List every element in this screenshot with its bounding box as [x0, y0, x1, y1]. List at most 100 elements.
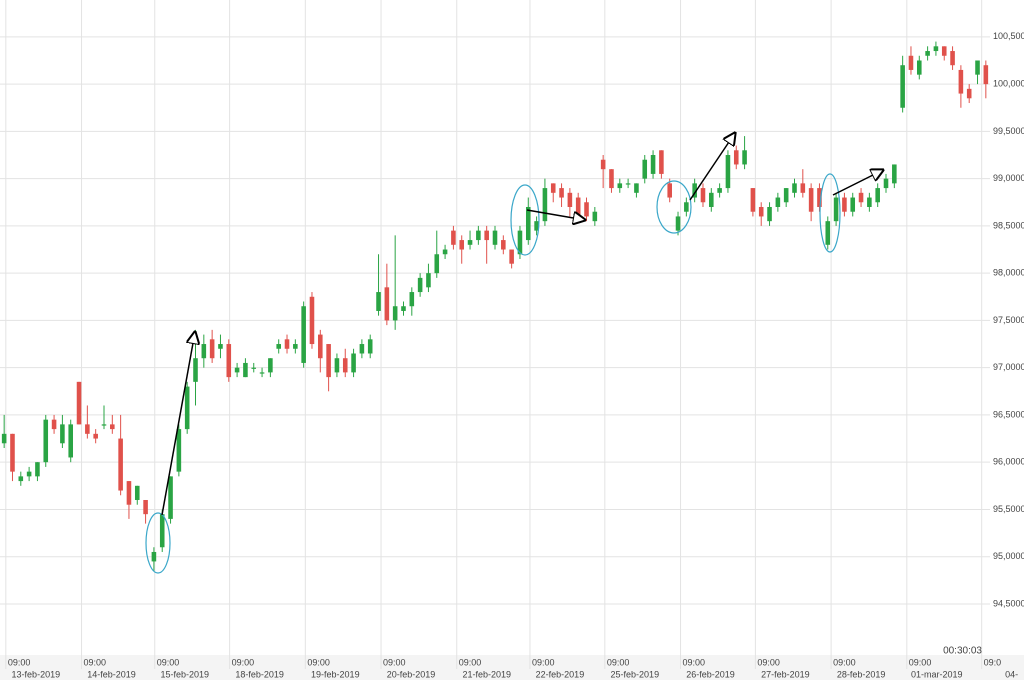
candle-body [675, 216, 681, 231]
candle-body [218, 344, 223, 349]
date-label: 22-feb-2019 [536, 669, 585, 679]
y-tick-label: 95,0000 [993, 551, 1024, 561]
date-label: 26-feb-2019 [686, 669, 735, 679]
candle-body [451, 230, 456, 245]
candle-body [634, 183, 639, 193]
y-tick-label: 97,5000 [993, 315, 1024, 325]
candle-body [476, 230, 481, 241]
candle-body [301, 306, 306, 363]
y-tick-label: 97,0000 [993, 362, 1024, 372]
candle-body [825, 221, 831, 245]
candle-body [426, 273, 431, 288]
x-tick-label: 09:00 [8, 657, 31, 667]
candle-body [159, 514, 165, 548]
highlight-ellipse [510, 184, 540, 256]
candle-body [808, 188, 814, 212]
y-tick-label: 99,5000 [993, 126, 1024, 136]
candle-body [243, 362, 248, 378]
candle-body [575, 197, 581, 217]
candle-body [101, 424, 107, 426]
candle-body [517, 230, 523, 255]
grid [0, 0, 990, 669]
candle-body [767, 206, 772, 222]
candle-body [542, 188, 548, 222]
candle-body [85, 424, 90, 434]
candle-body [709, 192, 714, 207]
candle-body [392, 306, 398, 321]
candles [1, 41, 989, 571]
timer: 00:30:03 [943, 646, 982, 657]
candle-body [875, 188, 880, 203]
date-label: 19-feb-2019 [311, 669, 360, 679]
candle-body [692, 183, 697, 198]
date-label: 28-feb-2019 [837, 669, 886, 679]
y-tick-label: 95,5000 [993, 504, 1024, 514]
candle-body [501, 240, 506, 250]
y-tick-label: 96,0000 [993, 457, 1024, 467]
candle-body [342, 358, 348, 373]
candle-body [659, 150, 664, 174]
candle-body [76, 381, 82, 425]
candle-body [26, 471, 32, 477]
date-label: 20-feb-2019 [387, 669, 436, 679]
candle-body [401, 306, 406, 311]
date-label: 13-feb-2019 [12, 669, 61, 679]
candle-body [143, 499, 148, 515]
candle-body [442, 249, 448, 255]
x-tick-label: 09:00 [84, 657, 107, 667]
y-tick-label: 100,0000 [993, 78, 1024, 88]
candle-body [68, 424, 74, 458]
candle-body [259, 372, 265, 374]
candle-body [617, 183, 623, 189]
date-label: 15-feb-2019 [160, 669, 209, 679]
highlight-ellipse [145, 512, 171, 574]
candle-body [151, 551, 157, 562]
candle-body [268, 358, 273, 373]
y-tick-label: 99,0000 [993, 173, 1024, 183]
x-tick-label: 09:00 [607, 657, 630, 667]
candle-body [18, 476, 24, 482]
x-tick-label: 09:00 [833, 657, 856, 667]
candle-body [817, 188, 822, 207]
candle-body [168, 476, 173, 519]
candle-body [858, 192, 864, 203]
candle-body [367, 339, 373, 354]
candle-body [434, 254, 440, 274]
candle-body [484, 230, 489, 241]
x-tick-label: 09:00 [757, 657, 780, 667]
candle-body [775, 197, 781, 207]
candle-body [1, 433, 7, 444]
candle-body [559, 188, 564, 198]
candle-body [226, 344, 232, 378]
candle-body [908, 55, 914, 70]
candle-body [975, 60, 980, 75]
y-tick-label: 100,5000 [993, 31, 1024, 41]
candle-body [118, 438, 123, 491]
candle-body [609, 169, 614, 189]
x-axis-band [0, 655, 1024, 680]
candle-body [867, 197, 872, 207]
y-tick-label: 98,0000 [993, 268, 1024, 278]
candle-body [842, 197, 847, 212]
candle-body [126, 481, 132, 505]
arrow [526, 209, 585, 220]
candle-body [600, 159, 606, 170]
candle-body [733, 150, 739, 165]
candle-body [251, 367, 257, 369]
candle-body [110, 424, 115, 430]
candle-body [833, 197, 839, 222]
candle-body [900, 65, 905, 108]
x-tick-label: 09:00 [157, 657, 180, 667]
x-tick-label: 09:00 [459, 657, 482, 667]
y-tick-label: 96,5000 [993, 409, 1024, 419]
candle-body [966, 88, 972, 99]
candle-body [792, 183, 797, 193]
highlight-ellipse [819, 173, 841, 253]
candle-body [592, 211, 598, 222]
candle-body [883, 178, 889, 189]
date-label: 27-feb-2019 [761, 669, 810, 679]
candle-body [293, 344, 298, 349]
candle-body [642, 159, 648, 179]
candle-body [983, 65, 989, 85]
